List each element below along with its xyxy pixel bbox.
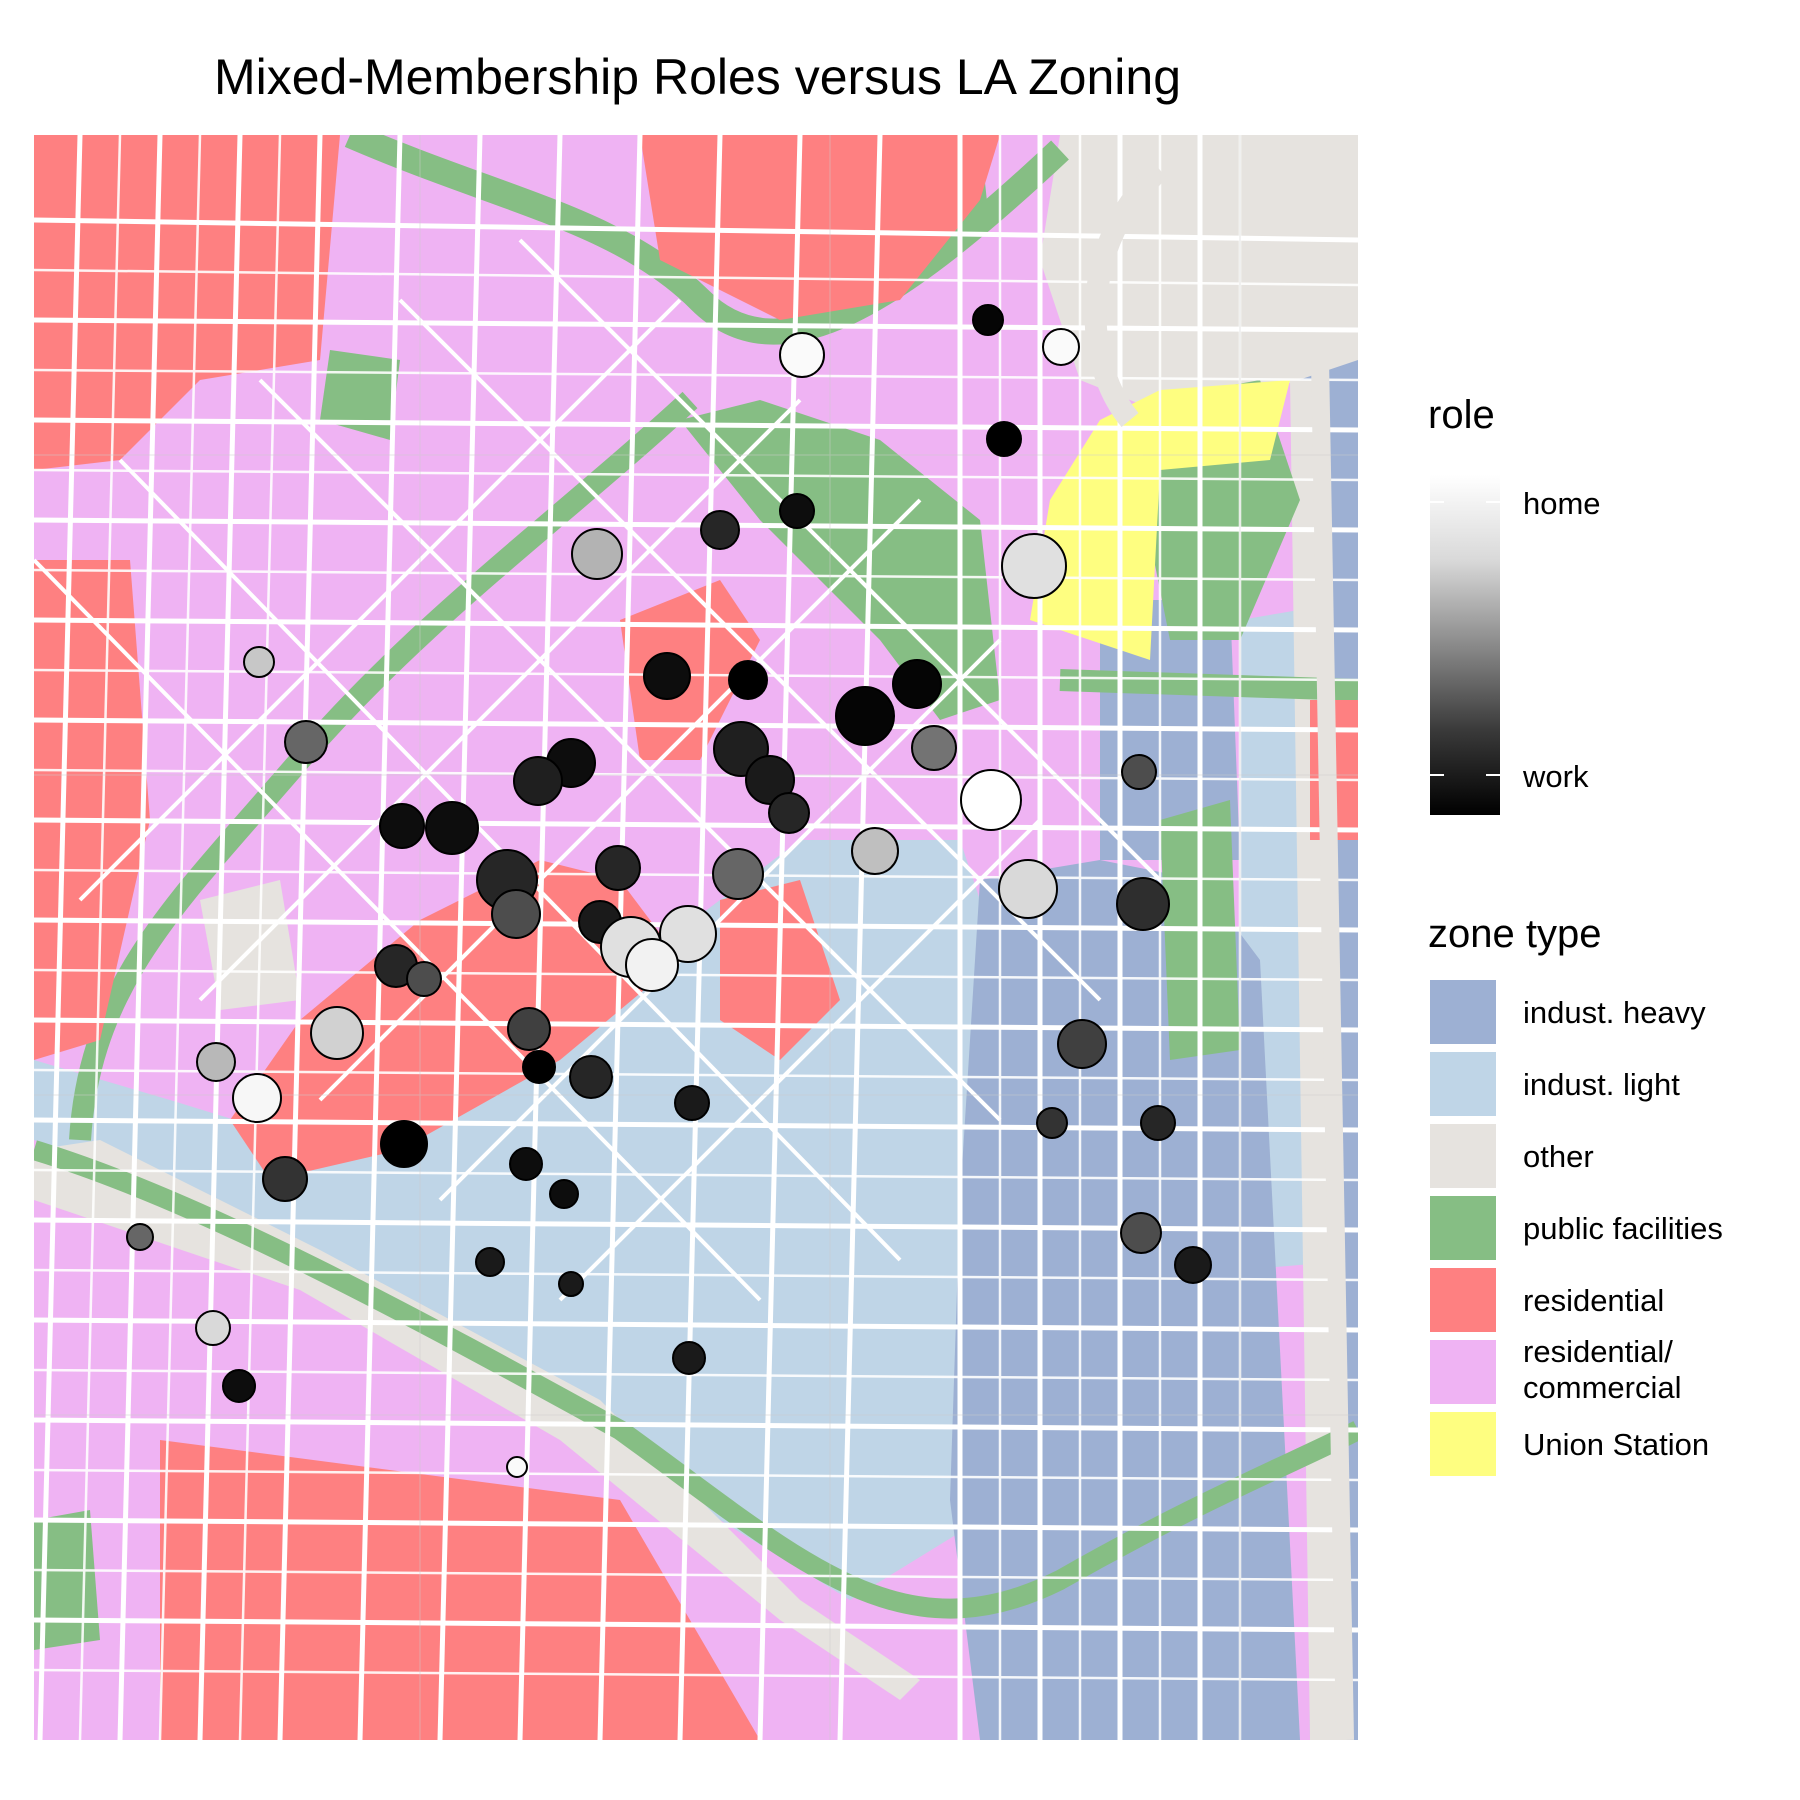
rail-corridor-curve [1084, 161, 1168, 428]
zone-legend-label-union: Union Station [1523, 1427, 1709, 1462]
zone-legend-label-res_comm: residential/commercial [1523, 1334, 1681, 1405]
chart-title: Mixed-Membership Roles versus LA Zoning [213, 49, 1182, 105]
role-point [284, 720, 328, 764]
zone-union-station [1030, 380, 1290, 660]
zone-legend-label-public: public facilities [1523, 1211, 1723, 1246]
role-point [1140, 1105, 1176, 1141]
role-point [126, 1223, 154, 1251]
role-point [507, 1007, 551, 1051]
zone-other-freeway-strip [1290, 380, 1340, 1740]
role-point [491, 889, 541, 939]
role-point [625, 938, 679, 992]
role-point [380, 1120, 428, 1168]
role-point [509, 1147, 543, 1181]
role-point [406, 961, 442, 997]
role-point [1036, 1107, 1068, 1139]
role-point [728, 660, 768, 700]
role-point [911, 725, 957, 771]
role-point [558, 1271, 584, 1297]
role-point [643, 652, 691, 700]
role-point [779, 332, 825, 378]
role-legend-gradient [1430, 475, 1500, 815]
zone-legend-label-other: other [1523, 1139, 1594, 1174]
role-point [262, 1156, 308, 1202]
role-point [506, 1456, 528, 1478]
role-point [700, 510, 740, 550]
role-point [768, 792, 810, 834]
role-point [1174, 1246, 1212, 1284]
role-point [569, 1055, 613, 1099]
role-point [892, 659, 942, 709]
zone-residential-west [34, 560, 150, 1060]
role-point [1120, 1212, 1162, 1254]
role-point [595, 845, 641, 891]
zone-residential-skidrow [230, 860, 680, 1180]
role-point [659, 905, 717, 963]
freeway-east-spur [1059, 669, 1358, 701]
zone-residential-north [640, 135, 1000, 320]
rail-corridor [1311, 359, 1354, 1740]
role-legend-work-label: work [1522, 759, 1589, 794]
role-point [379, 803, 425, 849]
zone-legend-swatch-indust_heavy [1430, 980, 1496, 1044]
zone-legend-swatch-res_comm [1430, 1340, 1496, 1404]
zone-legend-swatch-residential [1430, 1268, 1496, 1332]
role-point [232, 1073, 282, 1123]
role-point [522, 1050, 556, 1084]
zone-legend-label-indust_light: indust. light [1523, 1067, 1680, 1102]
role-point [960, 769, 1022, 831]
zone-legend-title: zone type [1428, 912, 1601, 956]
zone-legend-swatch-indust_light [1430, 1052, 1496, 1116]
role-point [972, 304, 1004, 336]
role-point [779, 493, 815, 529]
zone-legend-label-indust_heavy: indust. heavy [1523, 995, 1706, 1030]
zone-legend-swatch-union [1430, 1412, 1496, 1476]
role-point [1001, 533, 1067, 599]
role-point [513, 756, 563, 806]
role-point [571, 528, 623, 580]
zone-legend: indust. heavy indust. light other public fa… [1430, 980, 1723, 1476]
role-point [196, 1042, 236, 1082]
role-legend-home-label: home [1523, 486, 1601, 521]
zone-residential-south [160, 1440, 760, 1740]
role-point [1057, 1019, 1107, 1069]
role-point [712, 848, 764, 900]
role-point [425, 801, 479, 855]
role-points [126, 304, 1212, 1478]
street-grid [34, 135, 1358, 1740]
zone-legend-swatch-public [1430, 1196, 1496, 1260]
zone-legend-swatch-other [1430, 1124, 1496, 1188]
role-point [195, 1310, 231, 1346]
role-legend-title: role [1428, 393, 1495, 437]
role-point [1116, 877, 1170, 931]
role-point [672, 1341, 706, 1375]
role-point [310, 1006, 364, 1060]
role-point [222, 1369, 256, 1403]
role-point [243, 646, 275, 678]
role-point [835, 686, 895, 746]
role-legend-ticks [1430, 501, 1500, 776]
role-point [851, 827, 899, 875]
role-point [475, 1247, 505, 1277]
role-point [674, 1085, 710, 1121]
role-point [549, 1179, 579, 1209]
role-point [986, 421, 1022, 457]
role-point [1121, 754, 1157, 790]
freeway-10 [34, 1140, 1358, 1619]
role-point [1042, 328, 1080, 366]
role-point [745, 755, 795, 805]
zone-legend-label-residential: residential [1523, 1283, 1664, 1318]
role-point [998, 859, 1058, 919]
zone-other-south-curve [34, 1140, 920, 1700]
